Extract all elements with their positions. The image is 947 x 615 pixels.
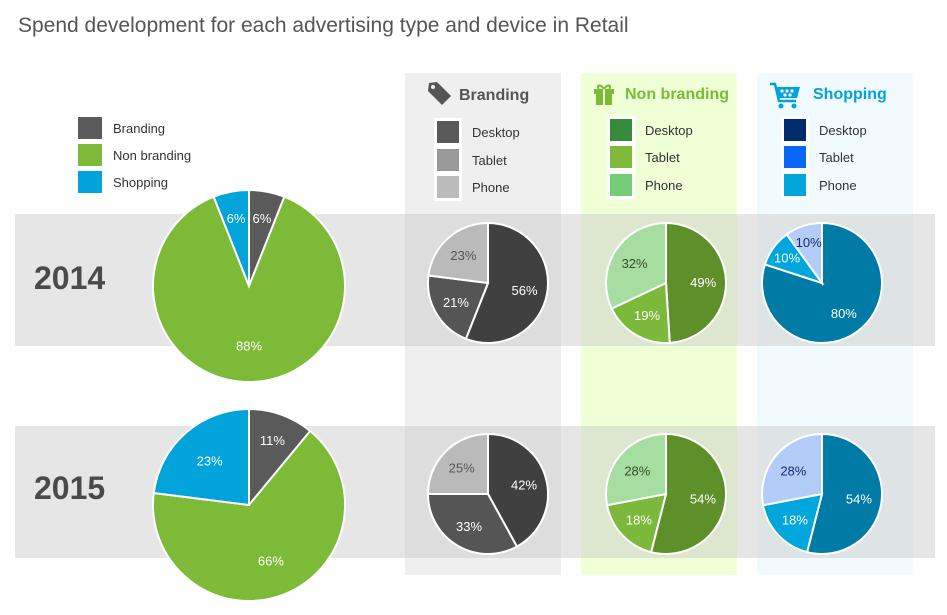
gift-icon [592, 82, 616, 110]
shopping-cart-icon [769, 81, 801, 113]
non-branding-pie-2014-slice-0 [665, 221, 727, 344]
chart-title: Spend development for each advertising t… [18, 14, 629, 37]
non-branding-pie-2014-label-2: 32% [622, 256, 648, 271]
legend-label-tablet: Tablet [645, 150, 680, 165]
overall-pie-2014-label-2: 6% [227, 211, 246, 226]
shopping-pie-2015-label-0: 54% [846, 492, 872, 507]
legend-label-branding: Branding [113, 121, 166, 136]
legend-swatch-desktop [781, 116, 809, 144]
overall-pie-2014-slice-2 [212, 188, 250, 287]
branding-pie-2015-slice-0 [487, 432, 549, 548]
non-branding-pie-2015-label-1: 18% [626, 512, 652, 527]
non-branding-pie-2015-label-0: 54% [690, 492, 716, 507]
legend-label-tablet: Tablet [819, 150, 854, 165]
overall-pie-2015-label-2: 23% [197, 453, 223, 468]
non-branding-pie-2014-slice-1 [610, 281, 671, 344]
legend-swatch-phone [434, 173, 462, 201]
branding-pie-2015-label-1: 33% [456, 519, 482, 534]
non-branding-pie-2014-label-1: 19% [634, 308, 660, 323]
legend-swatch-branding [78, 117, 102, 139]
branding-pie-2015-label-0: 42% [511, 478, 537, 493]
legend-label-desktop: Desktop [819, 123, 867, 138]
shopping-pie-2014: 80% 10%10% [761, 221, 883, 344]
non-branding-pie-2014-slice-2 [605, 221, 667, 310]
branding-pie-2015-slice-2 [426, 432, 489, 495]
branding-pie-2014-label-1: 21% [443, 295, 469, 310]
non-branding-pie-2015-slice-1 [605, 492, 668, 554]
shopping-pie-2015-label-1: 18% [782, 512, 808, 527]
branding-pie-2014-label-2: 23% [450, 248, 476, 263]
overall-pie-2015-label-1: 66% [258, 553, 284, 568]
non-branding-pie-2015: 54% 18% 28% [605, 432, 727, 555]
branding-pie-2014-slice-0 [464, 221, 549, 344]
shopping-pie-2014-label-2: 10% [796, 235, 822, 250]
legend-label-desktop: Desktop [645, 123, 693, 138]
legend-label-non-branding: Non branding [113, 148, 192, 163]
legend-label-tablet: Tablet [472, 153, 507, 168]
branding-pie-2015-slice-1 [426, 493, 519, 555]
overall-pie-2015-slice-0 [248, 407, 312, 508]
branding-pie-2015-label-2: 25% [449, 461, 475, 476]
legend-swatch-phone [781, 171, 809, 199]
overall-pie-2014-label-0: 6% [253, 211, 272, 226]
shopping-pie-2015-slice-2 [761, 432, 823, 507]
legend-label-phone: Phone [819, 178, 857, 193]
overall-pie-2014-slice-1 [152, 195, 346, 383]
non-branding-pie-2014-label-0: 49% [690, 275, 716, 290]
branding-pie-2015: 42% 33% 25% [426, 432, 549, 555]
legend-swatch-tablet [781, 143, 809, 171]
non-branding-pie-2015-slice-0 [649, 432, 727, 555]
legend-label-desktop: Desktop [472, 125, 520, 140]
legend-label-phone: Phone [472, 180, 510, 195]
overall-pie-2015: 11% 66% 23% [152, 407, 346, 602]
overall-pie-2015-slice-2 [152, 407, 250, 507]
tag-icon [425, 80, 453, 112]
legend-swatch-desktop [607, 116, 635, 144]
legend-swatch-phone [607, 171, 635, 199]
shopping-pie-2014-label-0: 80% [831, 306, 857, 321]
shopping-pie-2015-label-2: 28% [780, 463, 806, 478]
year-label-2015: 2015 [34, 470, 106, 506]
shopping-pie-2014-slice-2 [785, 221, 823, 287]
branding-header: Branding [459, 87, 530, 104]
shopping-pie-2014-label-1: 10% [774, 251, 800, 266]
legend-label-shopping: Shopping [113, 175, 168, 190]
overall-pie-2014: 6% 88% 6% [152, 188, 346, 383]
non-branding-header: Non branding [625, 86, 729, 103]
shopping-pie-2014-slice-0 [761, 221, 883, 344]
overall-pie-2015-label-0: 11% [260, 433, 285, 448]
branding-pie-2014: 56% 21% 23% [427, 221, 549, 344]
legend-swatch-non-branding [78, 144, 102, 166]
shopping-header: Shopping [813, 86, 887, 103]
year-label-2014: 2014 [34, 260, 106, 296]
legend-swatch-shopping [78, 171, 102, 193]
legend-swatch-tablet [434, 146, 462, 174]
shopping-pie-2015-slice-1 [761, 492, 824, 554]
branding-pie-2014-label-0: 56% [512, 283, 538, 298]
non-branding-pie-2014: 49% 19% 32% [605, 221, 727, 344]
branding-pie-2014-slice-2 [427, 221, 489, 285]
overall-pie-2014-label-1: 88% [236, 339, 262, 354]
overall-pie-2015-slice-1 [152, 429, 346, 602]
legend-swatch-tablet [607, 143, 635, 171]
non-branding-pie-2015-label-2: 28% [624, 463, 650, 478]
branding-pie-2014-slice-1 [427, 274, 490, 341]
legend-label-phone: Phone [645, 178, 683, 193]
non-branding-pie-2015-slice-2 [605, 432, 667, 507]
shopping-pie-2015: 54% 18% 28% [761, 432, 883, 555]
shopping-pie-2015-slice-0 [805, 432, 883, 555]
legend-swatch-desktop [434, 118, 462, 146]
